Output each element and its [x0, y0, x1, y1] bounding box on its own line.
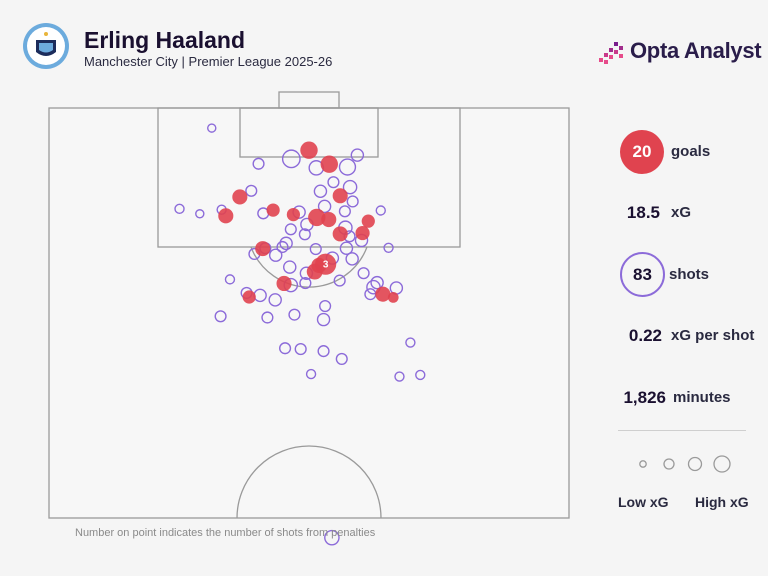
- shot-point: [342, 179, 358, 195]
- shot-point: [261, 311, 274, 324]
- goal-point: [255, 241, 271, 257]
- shot-point: [319, 299, 332, 313]
- shot-point: [281, 149, 301, 169]
- crest-shield-inner: [39, 43, 53, 53]
- pitch-lines: [48, 91, 570, 519]
- goal-point: [276, 275, 292, 292]
- goal-point: [218, 208, 234, 224]
- penalty-count-label: 3: [323, 260, 329, 271]
- shot-point: [316, 312, 331, 327]
- shot-point: [174, 203, 185, 215]
- goal-point: [242, 290, 256, 304]
- shot-point: [214, 310, 227, 323]
- shot-point: [350, 148, 365, 162]
- shot-point: [268, 248, 283, 262]
- goals-label: goals: [671, 143, 711, 160]
- shot-point: [375, 205, 386, 216]
- goal-point: [300, 141, 318, 159]
- goal-point: [387, 292, 399, 303]
- shot-point: [333, 274, 346, 287]
- goal-point: [308, 208, 326, 227]
- footnote: Number on point indicates the number of …: [75, 527, 376, 539]
- shot-point: [345, 252, 359, 266]
- xg-value: 18.5: [626, 203, 660, 222]
- shot-point: [317, 199, 332, 214]
- minutes-value: 1,826: [623, 388, 666, 407]
- shot-point: [357, 267, 370, 280]
- shot-point: [370, 275, 384, 290]
- shot-point: [298, 228, 311, 241]
- shot-point: [324, 529, 340, 546]
- page-title: Erling Haaland: [84, 27, 246, 53]
- shot-point: [299, 276, 312, 290]
- shot-point: [346, 195, 359, 208]
- brand-name: Opta Analyst: [630, 38, 762, 63]
- goals-count-badge: 20: [620, 130, 664, 174]
- legend-divider: [618, 430, 746, 431]
- shot-point: [339, 241, 354, 255]
- goal-point: [375, 286, 391, 302]
- shot-point: [283, 260, 297, 274]
- shot-point: [294, 343, 307, 356]
- goal-point: [320, 155, 338, 173]
- goal-frame: [278, 91, 340, 109]
- legend-circle-2: [663, 458, 675, 470]
- shot-point: [288, 308, 301, 321]
- shot-point: [405, 337, 416, 348]
- shot-point: [383, 242, 394, 254]
- xg-label: xG: [671, 204, 692, 221]
- shot-point: [279, 342, 292, 355]
- shot-point: [284, 223, 297, 236]
- shot-point: [309, 242, 322, 256]
- shot-point: [338, 158, 357, 176]
- shot-point: [207, 123, 217, 133]
- shot-point: [317, 345, 330, 358]
- page-subtitle: Manchester City | Premier League 2025-26: [84, 54, 333, 69]
- goal-point: [266, 203, 280, 217]
- goal-point: [332, 226, 348, 242]
- xg-per-shot-label: xG per shot: [671, 327, 755, 344]
- shots-label: shots: [669, 266, 710, 283]
- shot-point: [195, 209, 205, 219]
- shot-point: [276, 240, 289, 254]
- goal-point: [315, 253, 337, 275]
- opta-logo-icon: [599, 42, 623, 64]
- goal-point: [232, 189, 248, 205]
- crest-star: [44, 32, 48, 36]
- goal-point: [286, 207, 301, 222]
- shot-point: [335, 352, 348, 365]
- xg-per-shot-value: 0.22: [628, 326, 662, 345]
- goal-point: [361, 214, 375, 228]
- shot-point: [394, 371, 405, 382]
- shot-point: [268, 293, 282, 307]
- shot-point: [279, 236, 293, 251]
- shot-point: [245, 184, 258, 197]
- goal-point: [321, 211, 337, 228]
- minutes-label: minutes: [673, 389, 731, 406]
- legend-circle-1: [639, 460, 647, 468]
- legend-circle-4: [713, 455, 731, 473]
- legend-low-label: Low xG: [618, 494, 669, 510]
- shots-count-badge: 83: [620, 252, 665, 297]
- shot-point: [252, 157, 265, 170]
- shot-point: [224, 274, 236, 285]
- legend-high-label: High xG: [695, 494, 749, 510]
- goal-point: [332, 188, 348, 204]
- legend-circle-3: [687, 456, 703, 472]
- centre-circle: [236, 445, 382, 519]
- club-crest-logo: [23, 23, 69, 69]
- shot-point: [327, 176, 340, 189]
- goal-point: [355, 225, 370, 241]
- shot-point: [313, 184, 328, 198]
- shot-point: [338, 205, 351, 218]
- xg-size-legend: [639, 455, 731, 473]
- goals-layer: 3: [218, 141, 399, 304]
- shot-point: [415, 369, 426, 381]
- shot-point: [305, 368, 317, 380]
